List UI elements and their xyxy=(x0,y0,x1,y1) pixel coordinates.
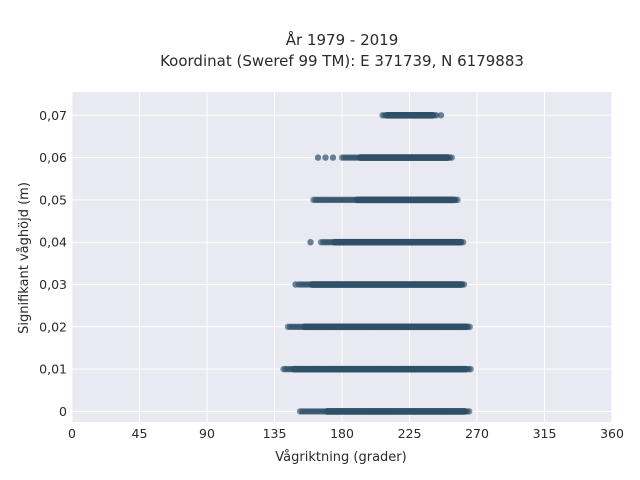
x-tick-label: 180 xyxy=(330,426,354,441)
data-point xyxy=(463,324,470,331)
band-points xyxy=(379,112,444,119)
y-axis-label: Signifikant våghöjd (m) xyxy=(17,182,32,334)
band-points xyxy=(292,281,467,288)
scatter-chart: År 1979 - 2019 Koordinat (Sweref 99 TM):… xyxy=(0,0,640,480)
x-tick-label: 0 xyxy=(68,426,76,441)
x-tick-label: 360 xyxy=(600,426,624,441)
data-point xyxy=(307,239,313,245)
y-tick-label: 0,03 xyxy=(39,277,67,292)
band-points xyxy=(297,408,473,415)
data-point xyxy=(458,281,465,288)
chart-title: År 1979 - 2019 xyxy=(286,30,399,49)
y-tick-label: 0,06 xyxy=(39,150,67,165)
band-points xyxy=(285,324,473,331)
y-axis-ticks: 0 0,01 0,02 0,03 0,04 0,05 0,06 0,07 xyxy=(39,108,67,419)
data-point xyxy=(322,154,328,160)
y-tick-label: 0,05 xyxy=(39,192,67,207)
y-tick-label: 0,01 xyxy=(39,362,67,377)
x-axis-ticks: 0 45 90 135 180 225 270 315 360 xyxy=(68,426,624,441)
data-point xyxy=(438,112,444,118)
x-axis-label: Vågriktning (grader) xyxy=(275,450,406,465)
band-points xyxy=(280,366,474,373)
x-tick-label: 90 xyxy=(199,426,215,441)
x-tick-label: 45 xyxy=(132,426,148,441)
data-point xyxy=(463,366,470,373)
y-tick-label: 0,02 xyxy=(39,319,67,334)
y-tick-label: 0,04 xyxy=(39,235,67,250)
chart-subtitle: Koordinat (Sweref 99 TM): E 371739, N 61… xyxy=(160,52,524,70)
band-points xyxy=(310,197,460,204)
y-tick-label: 0 xyxy=(59,404,67,419)
data-point xyxy=(292,281,298,287)
data-point xyxy=(315,154,321,160)
data-point xyxy=(430,112,437,119)
data-point xyxy=(457,239,464,246)
x-tick-label: 315 xyxy=(533,426,557,441)
data-point xyxy=(461,408,468,415)
data-point xyxy=(330,154,336,160)
x-tick-label: 135 xyxy=(263,426,287,441)
y-tick-label: 0,07 xyxy=(39,108,67,123)
data-point xyxy=(451,197,458,204)
band-points xyxy=(307,239,466,246)
data-point xyxy=(445,154,452,161)
x-tick-label: 270 xyxy=(465,426,489,441)
x-tick-label: 225 xyxy=(398,426,422,441)
